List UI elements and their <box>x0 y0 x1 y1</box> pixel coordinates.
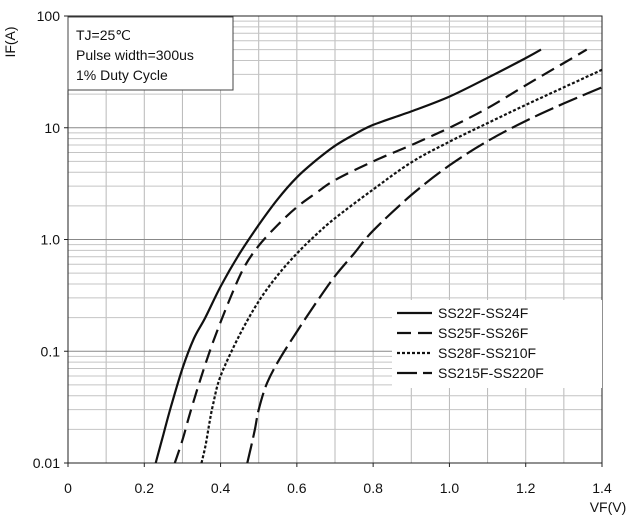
legend-label: SS22F-SS24F <box>438 305 528 321</box>
y-tick-label: 1.0 <box>41 232 61 248</box>
x-tick-label: 0 <box>64 480 72 496</box>
y-tick-label: 100 <box>37 8 61 24</box>
y-axis-label: IF(A) <box>2 26 18 57</box>
series-line <box>200 68 603 464</box>
x-tick-label: 0.6 <box>287 480 307 496</box>
x-tick-label: 1.2 <box>516 480 536 496</box>
note-line: 1% Duty Cycle <box>76 67 168 83</box>
axis-ticks: 0 0.2 0.4 0.6 0.8 1.0 1.2 1.4 0.01 0.1 1.0 10 100 <box>33 8 612 496</box>
conditions-note-box <box>67 16 234 91</box>
conditions-note: TJ=25℃ Pulse width=300us 1% Duty Cycle <box>67 16 234 91</box>
note-line: Pulse width=300us <box>76 47 194 63</box>
series-line <box>173 48 588 464</box>
legend-label: SS25F-SS26F <box>438 325 528 341</box>
x-tick-label: 0.2 <box>135 480 155 496</box>
x-tick-label: 0.8 <box>363 480 383 496</box>
series-line <box>154 48 542 464</box>
x-tick-label: 1.0 <box>440 480 460 496</box>
x-tick-label: 1.4 <box>592 480 612 496</box>
x-axis-label: VF(V) <box>590 499 627 515</box>
y-tick-label: 10 <box>44 120 60 136</box>
legend-label: SS215F-SS220F <box>438 365 544 381</box>
series-line <box>246 86 603 464</box>
y-tick-label: 0.1 <box>41 343 61 359</box>
legend: SS22F-SS24F SS25F-SS26F SS28F-SS210F SS215F… <box>392 300 602 388</box>
y-tick-label: 0.01 <box>33 455 60 471</box>
note-line: TJ=25℃ <box>76 27 131 43</box>
series-lines <box>154 48 603 464</box>
x-tick-label: 0.4 <box>211 480 231 496</box>
legend-label: SS28F-SS210F <box>438 345 536 361</box>
